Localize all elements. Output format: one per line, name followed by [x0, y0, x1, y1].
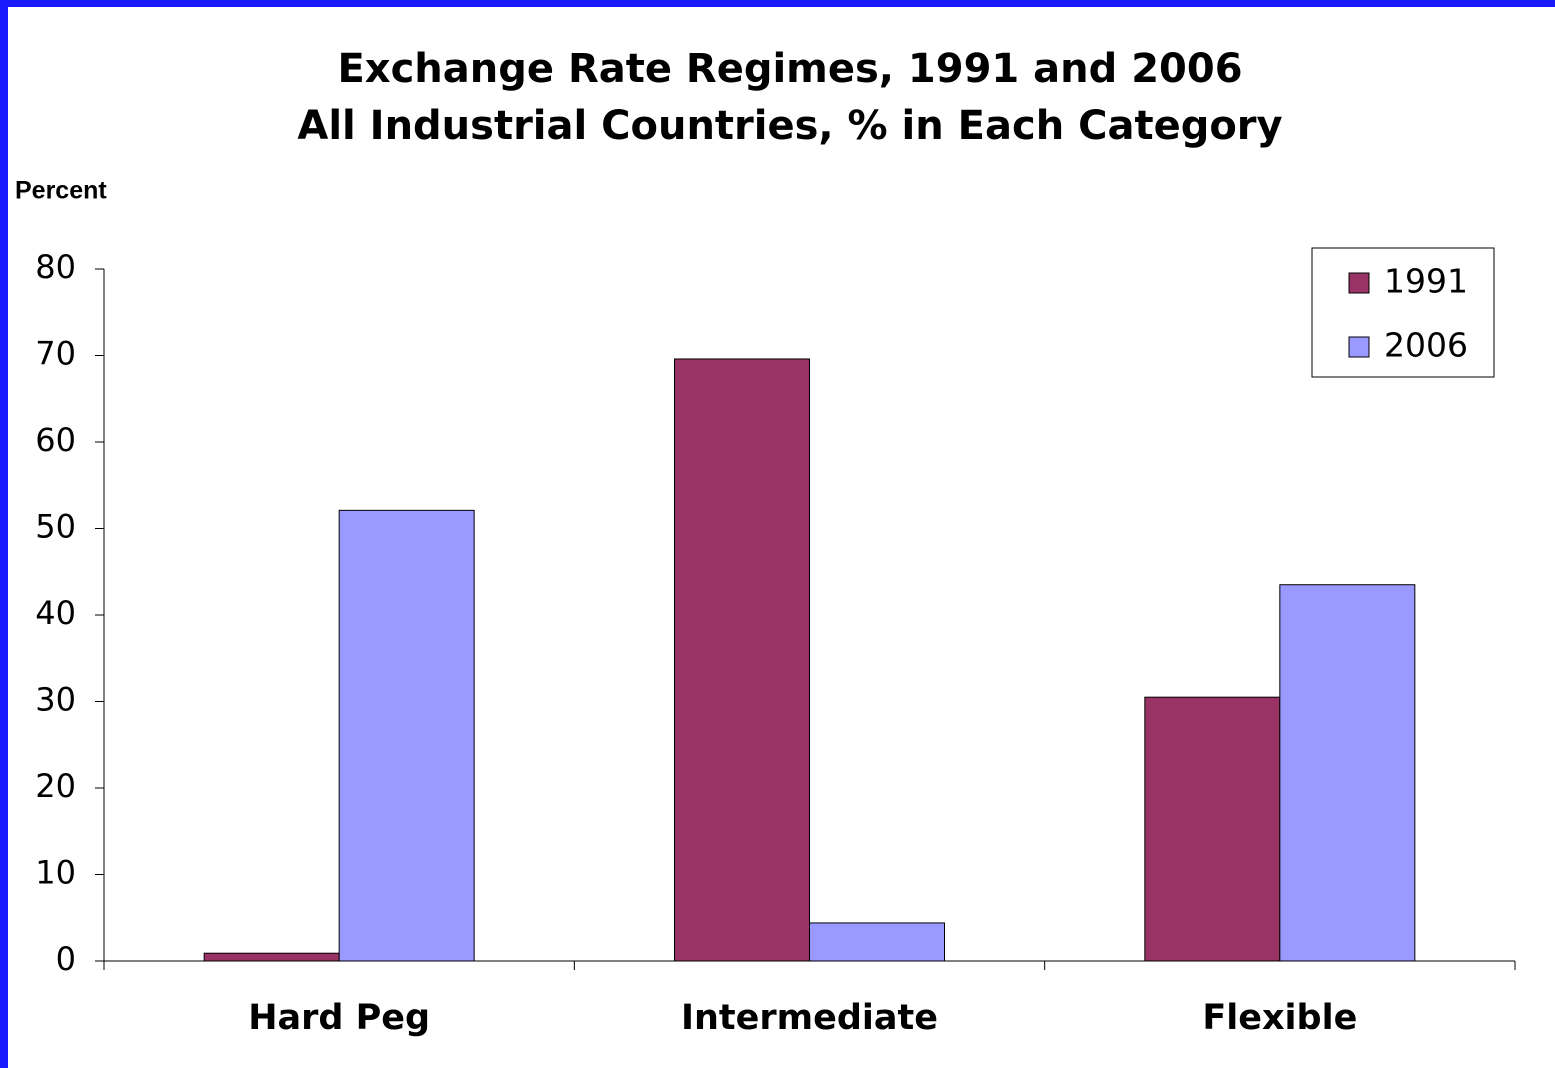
y-tick-label: 30 — [35, 681, 76, 719]
y-tick-label: 50 — [35, 508, 76, 546]
x-tick-label: Intermediate — [681, 998, 938, 1038]
y-tick-label: 70 — [35, 335, 76, 373]
legend-label: 1991 — [1384, 262, 1468, 301]
y-tick-label: 60 — [35, 421, 76, 459]
y-tick-label: 10 — [35, 854, 76, 892]
legend-swatch — [1348, 272, 1370, 294]
bar — [338, 509, 475, 962]
y-tick-label: 20 — [35, 767, 76, 805]
y-tick-label: 0 — [56, 940, 76, 978]
legend-swatch — [1348, 336, 1370, 358]
bar — [203, 952, 340, 962]
y-axis-label: Percent — [15, 177, 107, 205]
y-tick-label: 40 — [35, 594, 76, 632]
chart-title: Exchange Rate Regimes, 1991 and 2006 — [337, 46, 1242, 92]
legend-label: 2006 — [1384, 326, 1468, 365]
y-tick-label: 80 — [35, 248, 76, 286]
bar — [674, 358, 810, 962]
legend-box — [1311, 247, 1495, 378]
x-tick-label: Flexible — [1202, 998, 1357, 1038]
bar — [809, 922, 945, 962]
bar — [1144, 696, 1281, 962]
chart-subtitle: All Industrial Countries, % in Each Cate… — [297, 103, 1282, 149]
frame-left — [0, 0, 8, 1068]
frame-top — [0, 0, 1555, 7]
bar — [1279, 584, 1416, 962]
x-tick-label: Hard Peg — [248, 998, 430, 1038]
